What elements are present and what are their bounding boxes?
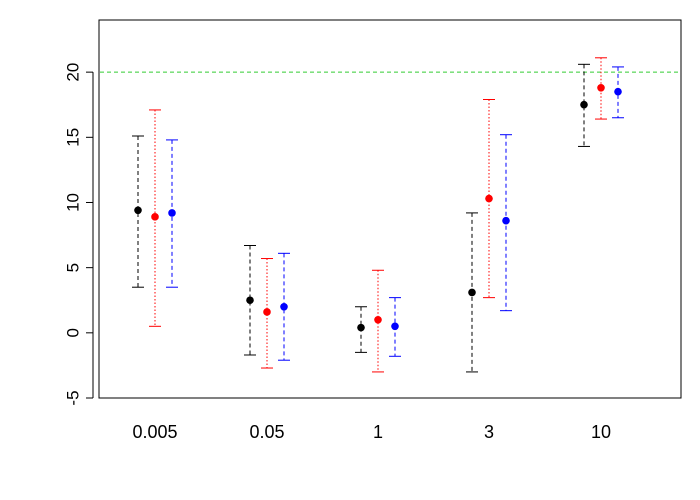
x-tick-label: 10	[591, 422, 611, 442]
x-tick-label: 0.05	[249, 422, 284, 442]
y-tick-label: 5	[63, 263, 82, 272]
series-layer	[132, 57, 624, 373]
data-point	[502, 216, 510, 225]
data-point	[485, 194, 493, 203]
data-point	[168, 209, 176, 217]
data-point	[614, 87, 622, 96]
data-point	[468, 288, 476, 297]
y-tick-label: -5	[63, 390, 82, 405]
y-tick-label: 0	[63, 328, 82, 337]
data-point	[134, 206, 142, 215]
x-tick-label: 3	[484, 422, 494, 442]
series-3	[166, 66, 624, 361]
y-tick-label: 10	[63, 193, 82, 212]
x-tick-label: 0.005	[132, 422, 177, 442]
series-2	[149, 57, 607, 373]
data-point	[597, 83, 605, 92]
data-point	[580, 100, 588, 109]
data-point	[357, 323, 365, 332]
data-point	[374, 315, 382, 324]
data-point	[151, 213, 159, 221]
x-axis: 0.005 0.05 1 3 10	[132, 422, 611, 442]
series-1	[132, 63, 590, 373]
y-tick-label: 20	[63, 63, 82, 82]
data-point	[280, 302, 288, 311]
y-tick-label: 15	[63, 128, 82, 147]
data-point	[263, 308, 271, 316]
y-axis: -5 0 5 10 15 20	[63, 63, 94, 406]
data-point	[391, 322, 399, 331]
plot-frame	[98, 19, 682, 399]
x-tick-label: 1	[373, 422, 383, 442]
data-point	[246, 296, 254, 305]
